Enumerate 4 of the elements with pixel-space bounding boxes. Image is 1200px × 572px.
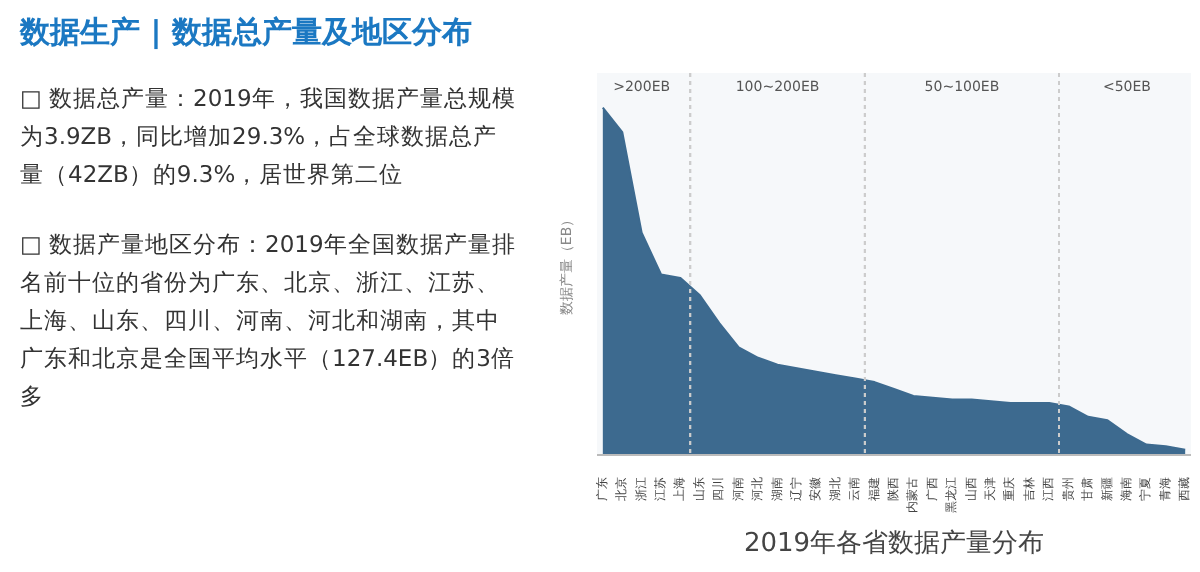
text: 数据生产 | 数据总产量及地区分布 (20, 12, 472, 54)
text: □ 数据总产量：2019年，我国数据产量总规模为3.9ZB，同比增加29.3%，占全球数据总产量（42ZB）的9.3%，居世界第二位 (20, 82, 518, 192)
x-axis-title: 2019年各省数据产量分布 (743, 529, 1045, 559)
text: □ 数据产量地区分布：2019年全国数据产量排名前十位的省份为广东、北京、浙江、江苏、上海、山东、四川、河南、河北和湖南，其中广东和北京是全国平均水平（127.4EB）的3倍多 (20, 228, 518, 414)
